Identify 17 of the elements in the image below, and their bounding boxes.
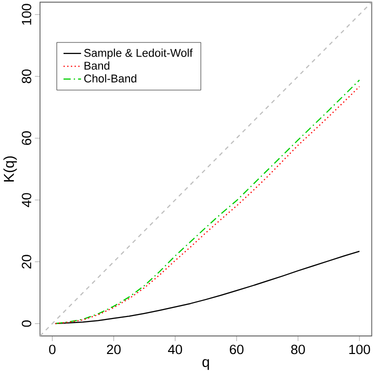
y-tick-label: 100	[22, 4, 32, 25]
y-tick-label: 0	[22, 320, 32, 327]
x-tick-label: 60	[230, 344, 244, 354]
y-axis-title: K(q)	[3, 156, 17, 182]
y-tick-label: 80	[22, 69, 32, 84]
x-axis-title: q	[202, 359, 209, 370]
legend-label: Sample & Ledoit-Wolf	[84, 48, 193, 59]
x-tick-label: 40	[168, 344, 182, 354]
x-tick-label: 80	[291, 344, 305, 354]
y-tick-label: 40	[22, 192, 32, 207]
legend-label: Chol-Band	[84, 74, 136, 82]
x-tick-label: 100	[349, 344, 370, 354]
x-tick-label: 20	[106, 344, 121, 354]
y-tick-label: 60	[22, 131, 32, 145]
legend-label: Band	[84, 61, 110, 70]
x-tick-label: 0	[49, 344, 56, 354]
y-tick-label: 20	[22, 254, 32, 268]
